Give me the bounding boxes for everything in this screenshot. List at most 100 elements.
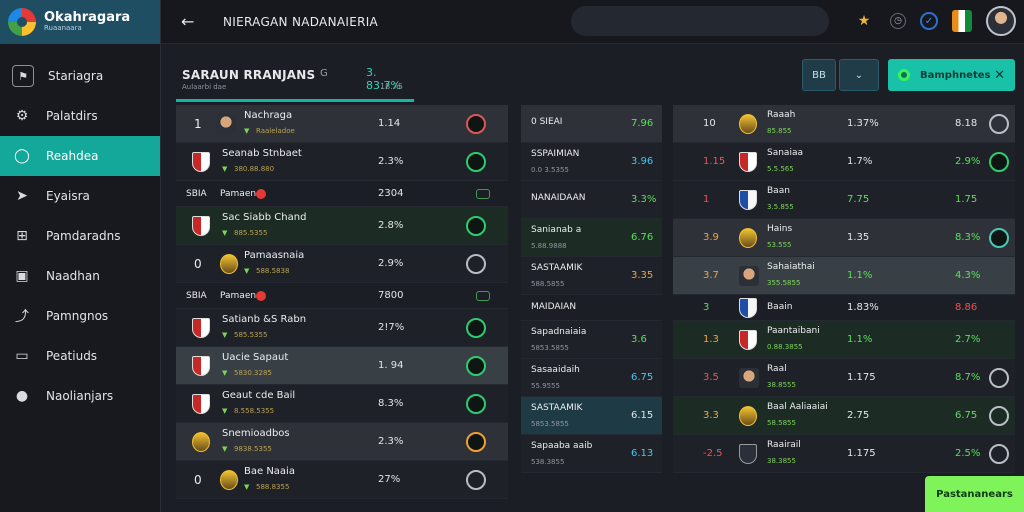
team-meta: 5.5.565: [767, 165, 794, 173]
star-icon[interactable]: ★: [857, 13, 871, 29]
sidebar-item-reahdea[interactable]: ◯ Reahdea: [0, 136, 160, 176]
row-number: 1: [194, 116, 202, 131]
market-name: SASTAAMIK: [531, 403, 583, 413]
bet-select-icon[interactable]: [466, 355, 486, 376]
odds-row[interactable]: 3.5 Raal 38.8555 1.175 8.7%: [673, 359, 1015, 397]
check-icon: ▼: [244, 127, 250, 135]
market-row[interactable]: Sanianab a 5.88.9888 6.76: [521, 219, 662, 257]
view-toggle-button[interactable]: BB: [802, 59, 836, 91]
sidebar-item-label: Stariagra: [48, 69, 104, 83]
match-row[interactable]: SBIA Pamaen 2304: [176, 181, 508, 207]
odds-row[interactable]: 1.3 Paantaibani 0.88.3855 1.1% 2.7%: [673, 321, 1015, 359]
player-photo: [739, 367, 759, 388]
odds-row[interactable]: -2.5 Raairail 38.3855 1.175 2.5%: [673, 435, 1015, 473]
odds-row[interactable]: 3.3 Baal Aaliaaiai 58.5855 2.75 6.75: [673, 397, 1015, 435]
bottom-action-button[interactable]: Pastananears: [925, 476, 1024, 512]
match-row[interactable]: 1 Nachraga ▼ Raaleladoe 1.14: [176, 105, 508, 143]
odds-away: 6.75: [955, 410, 978, 421]
odds-row[interactable]: 3.7 Sahaiathai 355.5855 1.1% 4.3%: [673, 257, 1015, 295]
handicap-value: 3.3: [703, 410, 719, 421]
team-name: Sanaiaa: [767, 148, 803, 158]
odds-row[interactable]: 1.15 Sanaiaa 5.5.565 1.7% 2.9%: [673, 143, 1015, 181]
bet-select-icon[interactable]: [466, 431, 486, 452]
group-code: SBIA: [186, 188, 207, 199]
market-name: Sanianab a: [531, 225, 582, 235]
brand[interactable]: Okahragara Ruaanaara: [0, 0, 160, 44]
sidebar-item-eyaisra[interactable]: ➤ Eyaisra: [0, 176, 160, 216]
team-meta: 8.558.5355: [234, 407, 275, 415]
desktop-icon: ▭: [15, 348, 29, 364]
odds-home: 1.37%: [847, 118, 879, 129]
match-row[interactable]: Satianb &S Rabn ▼ 585.5355 2!7%: [176, 309, 508, 347]
odds-row[interactable]: 3.9 Hains 53.555 1.35 8.3%: [673, 219, 1015, 257]
brand-logo-icon: [8, 8, 36, 36]
bet-select-icon[interactable]: [989, 227, 1009, 248]
bet-select-icon[interactable]: [989, 113, 1009, 134]
clock-icon[interactable]: ◷: [890, 13, 906, 29]
sidebar-item-peatiuds[interactable]: ▭ Peatiuds: [0, 336, 160, 376]
bet-select-icon[interactable]: [989, 443, 1009, 464]
market-row[interactable]: Sapaaba aaib 538.3855 6.13: [521, 435, 662, 473]
check-icon: ▼: [222, 229, 228, 237]
bet-select-icon[interactable]: [466, 317, 486, 338]
chat-bubble-icon: ◯: [14, 148, 30, 164]
shield-flag-icon[interactable]: [952, 10, 972, 32]
bet-select-icon[interactable]: [466, 469, 486, 490]
bet-select-icon[interactable]: [466, 393, 486, 414]
toggle-icon[interactable]: [476, 188, 490, 199]
player-photo: [739, 265, 759, 286]
sidebar-item-naolianjars[interactable]: ● Naolianjars: [0, 376, 160, 416]
bet-select-icon[interactable]: [466, 253, 486, 274]
market-row[interactable]: NANAIDAAN 3.3%: [521, 181, 662, 219]
odds-home: 1.7%: [847, 156, 873, 167]
sidebar-item-palatdirs[interactable]: ⚙ Palatdirs: [0, 96, 160, 136]
bet-select-icon[interactable]: [989, 367, 1009, 388]
bet-select-icon[interactable]: [989, 151, 1009, 172]
sidebar-item-pamdaradns[interactable]: ⊞ Pamdaradns: [0, 216, 160, 256]
bet-select-icon[interactable]: [466, 113, 486, 134]
market-row[interactable]: SSPAIMIAN 0.0 3.5355 3.96: [521, 143, 662, 181]
tab-active[interactable]: SARAUN RRANJANS Aulaarbi dae G 3. 83.7% …: [176, 58, 414, 102]
avatar[interactable]: [986, 6, 1016, 36]
market-row[interactable]: Sapadnaiaia 5853.5855 3.6: [521, 321, 662, 359]
match-row[interactable]: Sac Siabb Chand ▼ 885.5355 2.8%: [176, 207, 508, 245]
market-row[interactable]: MAIDAIAN: [521, 295, 662, 321]
bet-select-icon[interactable]: [466, 215, 486, 236]
promo-button[interactable]: Bamphnetes ✕: [888, 59, 1015, 91]
search-input[interactable]: [571, 6, 829, 36]
market-name: Sapaaba aaib: [531, 441, 593, 451]
market-row[interactable]: SASTAAMIK 588.5855 3.35: [521, 257, 662, 295]
odds-value: 2.3%: [378, 156, 404, 167]
match-row[interactable]: 0 Bae Naaia ▼ 588.8355 27%: [176, 461, 508, 499]
sidebar-item-stariagra[interactable]: ⚑ Stariagra: [0, 56, 160, 96]
brand-title: Okahragara: [44, 10, 131, 25]
odds-value: 7800: [378, 290, 404, 301]
match-row[interactable]: Seanab Stnbaet ▼ 380.88.880 2.3%: [176, 143, 508, 181]
odds-row[interactable]: 1 Baan 3.5.855 7.75 1.75: [673, 181, 1015, 219]
back-arrow-icon[interactable]: ←: [181, 12, 195, 31]
sidebar-item-naadhan[interactable]: ▣ Naadhan: [0, 256, 160, 296]
match-row[interactable]: Uacie Sapaut ▼ 5830.3285 1. 94: [176, 347, 508, 385]
check-icon: ▼: [222, 165, 228, 173]
match-row[interactable]: Geaut cde Bail ▼ 8.558.5355 8.3%: [176, 385, 508, 423]
team-meta: 380.88.880: [234, 165, 275, 173]
team-name: Sac Siabb Chand: [222, 212, 307, 223]
toggle-icon[interactable]: [476, 290, 490, 301]
match-row[interactable]: Snemioadbos ▼ 9838.5355 2.3%: [176, 423, 508, 461]
bet-select-icon[interactable]: [989, 405, 1009, 426]
group-label: Pamaen: [220, 290, 257, 301]
bet-select-icon[interactable]: [466, 151, 486, 172]
odds-row[interactable]: 10 Raaah 85.855 1.37% 8.18: [673, 105, 1015, 143]
check-circle-icon[interactable]: ✓: [920, 12, 938, 30]
market-row[interactable]: SASTAAMIK 5853.5855 6.15: [521, 397, 662, 435]
match-row[interactable]: SBIA Pamaen 7800: [176, 283, 508, 309]
market-row[interactable]: Sasaaidaih 55.9555 6.75: [521, 359, 662, 397]
sidebar-item-pamngnos[interactable]: ⤴ Pamngnos: [0, 296, 160, 336]
odds-row[interactable]: 3 Baain 1.83% 8.86: [673, 295, 1015, 321]
market-row[interactable]: 0 SIEAI 7.96: [521, 105, 662, 143]
match-row[interactable]: 0 Pamaasnaia ▼ 588.5838 2.9%: [176, 245, 508, 283]
right-odds-list: 10 Raaah 85.855 1.37% 8.18 1.15 Sanaiaa 5.5.565…: [673, 105, 1015, 473]
dropdown-button[interactable]: ⌄: [839, 59, 879, 91]
close-icon[interactable]: ✕: [994, 67, 1005, 83]
handicap-value: 3.5: [703, 372, 719, 383]
